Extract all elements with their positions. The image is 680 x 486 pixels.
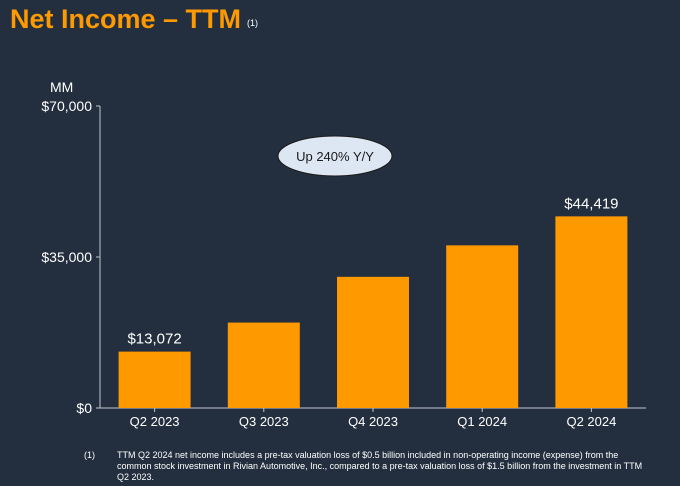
data-label: $44,419 [564,195,618,212]
y-tick-label: $0 [76,400,92,416]
annotation-ellipse [277,135,393,177]
x-tick-label: Q1 2024 [457,414,507,429]
bar [227,322,300,408]
title-text: Net Income – TTM [10,4,242,34]
annotation-text: Up 240% Y/Y [296,149,374,164]
footnote-number: (1) [84,450,95,460]
annotation-callout: Up 240% Y/Y [277,135,393,177]
page-title: Net Income – TTM (1) [10,4,258,35]
unit-label: MM [50,79,73,95]
bar [118,351,191,408]
footnote-text: TTM Q2 2024 net income includes a pre-ta… [117,450,643,482]
bar [446,245,519,408]
x-tick-label: Q3 2023 [239,414,289,429]
data-label: $13,072 [127,331,181,348]
x-tick-label: Q2 2024 [566,414,616,429]
title-footnote-marker: (1) [247,18,259,28]
y-tick-label: $70,000 [41,98,92,114]
axes: $0 $35,000 $70,000 Q2 2023 Q3 2023 Q4 2023 Q1 … [41,98,646,429]
x-tick-label: Q4 2023 [348,414,398,429]
y-tick-label: $35,000 [41,249,92,265]
bar [337,276,409,408]
x-tick-label: Q2 2023 [130,414,180,429]
bars: $13,072 $44,419 [118,195,628,408]
bar [555,216,628,408]
